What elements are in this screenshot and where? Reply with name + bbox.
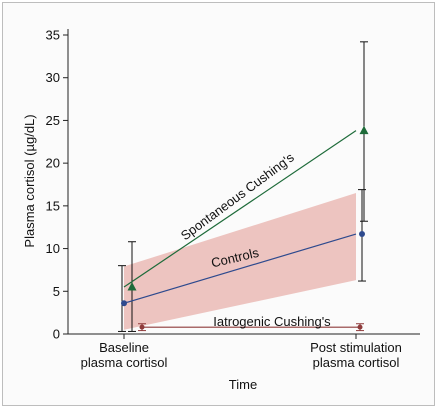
controls-range-band-layer: [124, 193, 356, 330]
y-tick-label-5: 5: [53, 284, 60, 299]
x-tick-label-1: Post stimulation plasma cortisol: [310, 340, 402, 370]
axes-layer: 0 5 10 15 20 25 30 35 Baseline plasma cortisol Pos…: [46, 28, 420, 370]
y-tick-label-20: 20: [46, 156, 60, 171]
x-tick-label-0: Baseline plasma cortisol: [81, 340, 168, 370]
controls-range-band: [124, 193, 356, 330]
series-label-iatrogenic-cushing-s: Iatrogenic Cushing's: [213, 314, 331, 329]
series-spontaneous-cushing-s: [123, 41, 369, 332]
point-iatrogenic-cushing-s-0: [139, 324, 145, 330]
y-tick-label-35: 35: [46, 28, 60, 43]
point-spontaneous-cushing-s-1: [359, 125, 369, 135]
error-bar-controls-0: [118, 265, 126, 332]
y-tick-label-25: 25: [46, 113, 60, 128]
point-iatrogenic-cushing-s-1: [357, 324, 363, 330]
point-controls-0: [121, 300, 127, 307]
series-line-spontaneous-cushing-s: [123, 130, 357, 288]
y-axis-title: Plasma cortisol (µg/dL): [22, 114, 37, 247]
point-spontaneous-cushing-s-0: [127, 282, 137, 291]
chart-frame: [2, 2, 435, 406]
y-tick-label-15: 15: [46, 198, 60, 213]
point-controls-1: [359, 231, 365, 238]
series-iatrogenic-cushing-s: [138, 323, 364, 332]
y-tick-label-10: 10: [46, 241, 60, 256]
x-axis-title: Time: [229, 377, 257, 392]
series-layer: [118, 41, 369, 332]
series-line-controls: [123, 233, 357, 304]
y-tick-label-30: 30: [46, 70, 60, 85]
series-controls: [118, 189, 366, 332]
y-tick-label-0: 0: [53, 327, 60, 342]
